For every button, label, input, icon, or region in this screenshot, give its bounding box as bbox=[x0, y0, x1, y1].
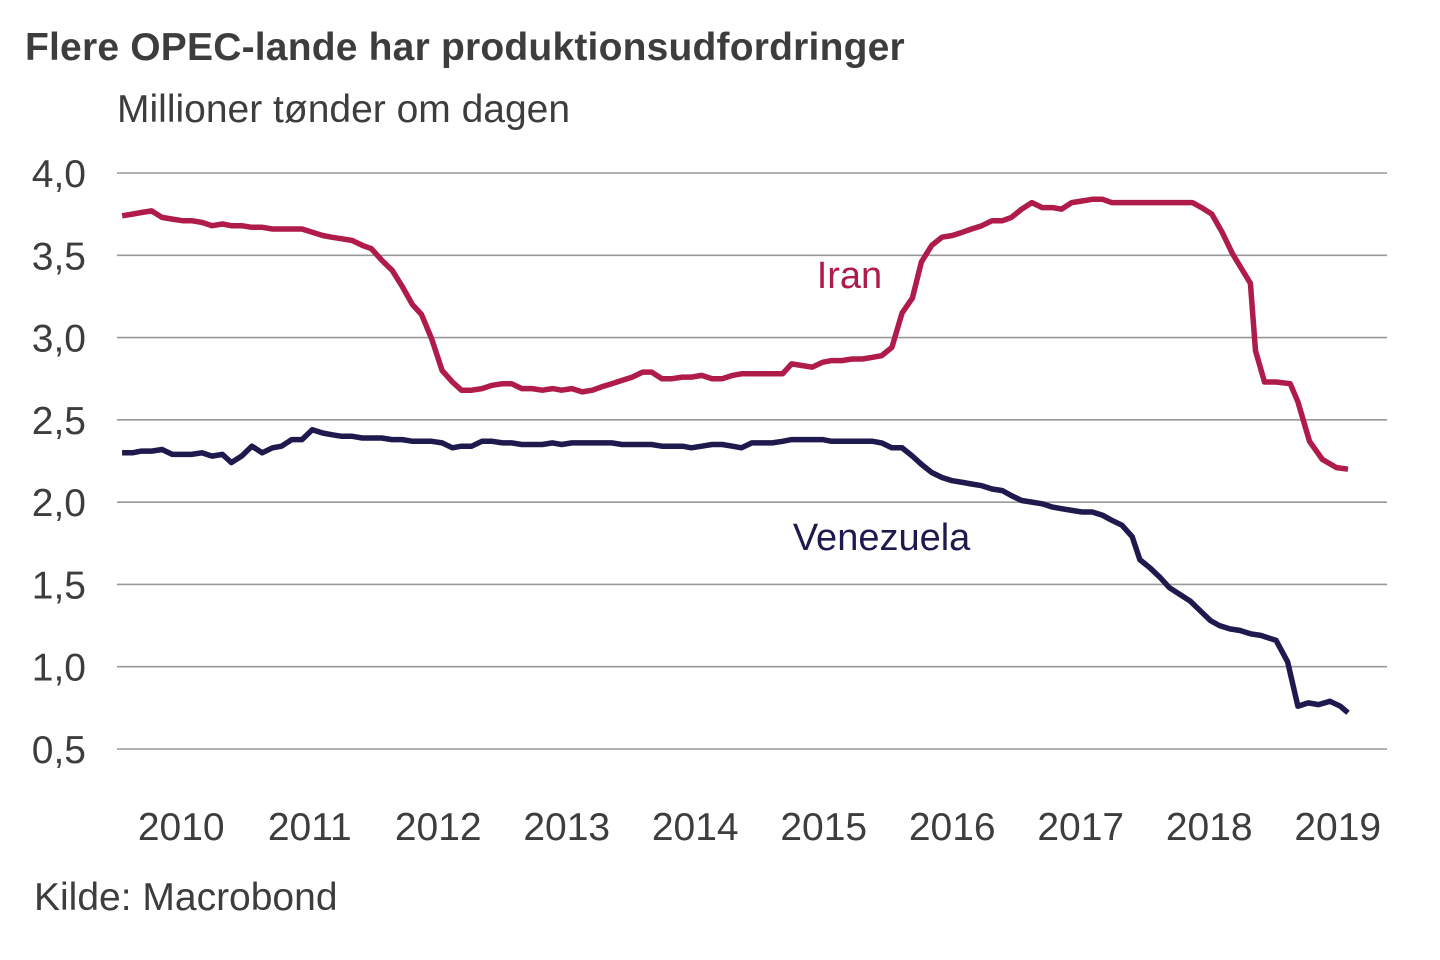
x-tick-label: 2012 bbox=[395, 806, 482, 849]
series-line-venezuela bbox=[122, 426, 1350, 715]
x-tick-label: 2017 bbox=[1037, 806, 1124, 849]
y-tick-label: 4,0 bbox=[32, 153, 86, 196]
y-tick-label: 2,0 bbox=[32, 482, 86, 525]
x-tick-label: 2019 bbox=[1294, 806, 1381, 849]
series-lines bbox=[121, 196, 1350, 715]
x-axis-ticks: 2010 2011 2012 2013 2014 2015 2016 2017 2018 2019 bbox=[138, 806, 1381, 849]
gridlines bbox=[117, 172, 1387, 750]
x-tick-label: 2010 bbox=[138, 806, 225, 849]
series-line-iran bbox=[121, 196, 1349, 472]
y-tick-label: 1,5 bbox=[32, 564, 86, 607]
x-tick-label: 2018 bbox=[1166, 806, 1253, 849]
y-tick-label: 2,5 bbox=[32, 400, 86, 443]
y-tick-label: 3,0 bbox=[32, 318, 86, 361]
x-tick-label: 2011 bbox=[268, 806, 352, 849]
y-tick-label: 3,5 bbox=[32, 235, 86, 278]
y-axis-ticks: 4,0 3,5 3,0 2,5 2,0 1,5 1,0 0,5 bbox=[32, 153, 86, 772]
y-tick-label: 0,5 bbox=[32, 729, 86, 772]
chart-title: Flere OPEC-lande har produktionsudfordri… bbox=[25, 26, 905, 69]
x-tick-label: 2014 bbox=[652, 806, 739, 849]
y-tick-label: 1,0 bbox=[32, 647, 86, 690]
y-axis-unit-label: Millioner tønder om dagen bbox=[117, 88, 571, 131]
series-labels: Iran Venezuela bbox=[793, 255, 971, 559]
x-tick-label: 2015 bbox=[780, 806, 867, 849]
x-tick-label: 2016 bbox=[909, 806, 996, 849]
series-label-venezuela: Venezuela bbox=[793, 517, 971, 559]
series-label-iran: Iran bbox=[817, 255, 882, 297]
x-tick-label: 2013 bbox=[523, 806, 610, 849]
source-note: Kilde: Macrobond bbox=[34, 876, 338, 919]
